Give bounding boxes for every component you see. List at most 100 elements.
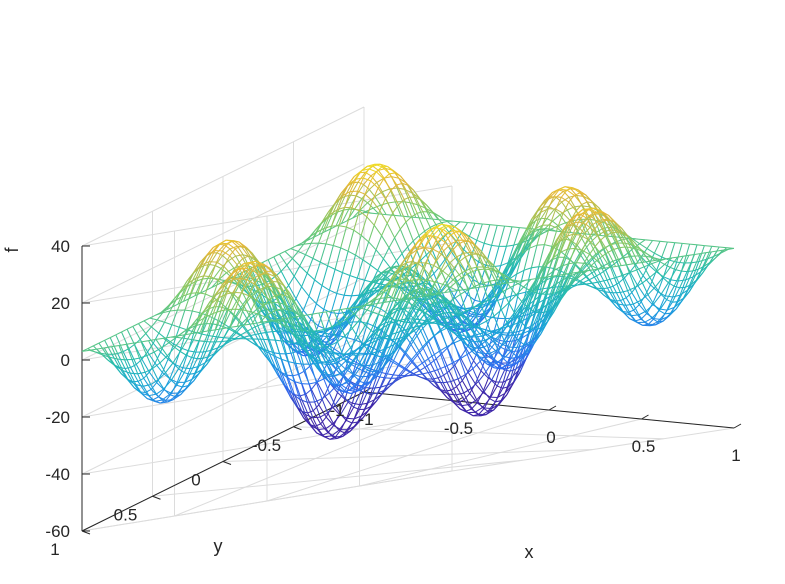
mesh-line <box>464 374 472 389</box>
mesh-line <box>239 277 247 281</box>
mesh-line <box>512 252 522 270</box>
mesh-line <box>470 381 479 389</box>
mesh-line <box>502 282 509 285</box>
mesh-line <box>480 370 489 379</box>
mesh-line <box>424 361 431 373</box>
mesh-line <box>640 256 650 266</box>
mesh-line <box>566 189 575 196</box>
mesh-line <box>332 324 341 337</box>
mesh-line <box>377 178 385 189</box>
mesh-line <box>374 367 383 374</box>
mesh-line <box>486 315 495 322</box>
mesh-line <box>374 271 383 278</box>
mesh-line <box>575 210 584 224</box>
mesh-line <box>165 362 174 374</box>
mesh-line <box>689 243 698 246</box>
mesh-line <box>555 289 564 306</box>
mesh-line <box>407 296 416 300</box>
mesh-line <box>324 214 333 233</box>
mesh-line <box>549 291 558 311</box>
mesh-line <box>500 262 509 267</box>
mesh-line <box>456 252 465 258</box>
mesh-line <box>216 250 223 263</box>
mesh-line <box>520 296 529 315</box>
mesh-line <box>379 210 388 224</box>
mesh-line <box>483 380 492 392</box>
mesh-line <box>555 197 562 210</box>
mesh-line <box>521 356 528 365</box>
mesh-line <box>402 282 410 291</box>
mesh-line <box>679 286 686 289</box>
mesh-line <box>243 289 250 296</box>
mesh-line <box>627 287 636 292</box>
mesh-line <box>526 345 534 357</box>
mesh-line <box>376 182 383 193</box>
mesh-line <box>229 325 238 328</box>
mesh-line <box>437 377 446 392</box>
mesh-line <box>513 301 523 313</box>
mesh-line <box>279 294 289 310</box>
mesh-line <box>669 259 677 263</box>
mesh-line <box>394 299 404 321</box>
mesh-line <box>586 270 595 277</box>
mesh-line <box>222 274 231 285</box>
mesh-line <box>362 259 371 266</box>
mesh-line <box>584 283 591 287</box>
mesh-line <box>359 305 367 323</box>
mesh-line <box>261 264 269 274</box>
mesh-line <box>589 246 596 255</box>
mesh-line <box>297 250 306 256</box>
mesh-line <box>337 361 346 370</box>
mesh-line <box>293 309 302 318</box>
mesh-line <box>444 290 453 294</box>
mesh-line <box>590 260 598 266</box>
mesh-line <box>435 281 443 285</box>
mesh-line <box>578 275 588 283</box>
mesh-line <box>263 305 272 314</box>
mesh-line <box>213 310 221 314</box>
mesh-line <box>323 308 332 314</box>
mesh-line <box>333 348 342 355</box>
mesh-line <box>496 369 506 387</box>
mesh-line <box>183 283 192 302</box>
mesh-line <box>459 353 468 360</box>
mesh-line <box>359 210 368 218</box>
mesh-line <box>384 287 392 303</box>
mesh-line <box>478 381 485 392</box>
mesh-line <box>635 248 645 263</box>
mesh-line <box>408 302 415 307</box>
mesh-line <box>450 239 459 245</box>
mesh-line <box>413 305 420 310</box>
mesh-line <box>235 308 244 311</box>
mesh-line <box>352 381 361 390</box>
mesh-line <box>263 274 272 283</box>
mesh-line <box>349 421 359 432</box>
mesh-line <box>506 276 513 281</box>
mesh-line <box>448 275 457 283</box>
mesh-line <box>363 304 371 307</box>
mesh-line <box>168 342 176 348</box>
mesh-line <box>502 362 510 383</box>
mesh-line <box>516 269 525 275</box>
mesh-line <box>367 369 374 373</box>
mesh-line <box>315 359 322 364</box>
mesh-line <box>154 362 163 373</box>
mesh-line <box>588 253 597 262</box>
mesh-line <box>400 329 408 341</box>
mesh-line <box>326 373 335 377</box>
mesh-line <box>623 277 633 293</box>
mesh-line <box>287 361 295 382</box>
mesh-line <box>306 331 315 349</box>
mesh-line <box>314 401 321 418</box>
mesh-line <box>361 409 370 417</box>
mesh-line <box>205 303 213 318</box>
mesh-line <box>480 303 488 322</box>
mesh-line <box>616 257 624 261</box>
mesh-line <box>476 239 485 244</box>
mesh-line <box>478 254 485 268</box>
mesh-line <box>519 279 526 282</box>
mesh-line <box>491 380 498 387</box>
mesh-line <box>178 334 186 337</box>
mesh-line <box>340 307 349 311</box>
mesh-line <box>605 291 613 294</box>
